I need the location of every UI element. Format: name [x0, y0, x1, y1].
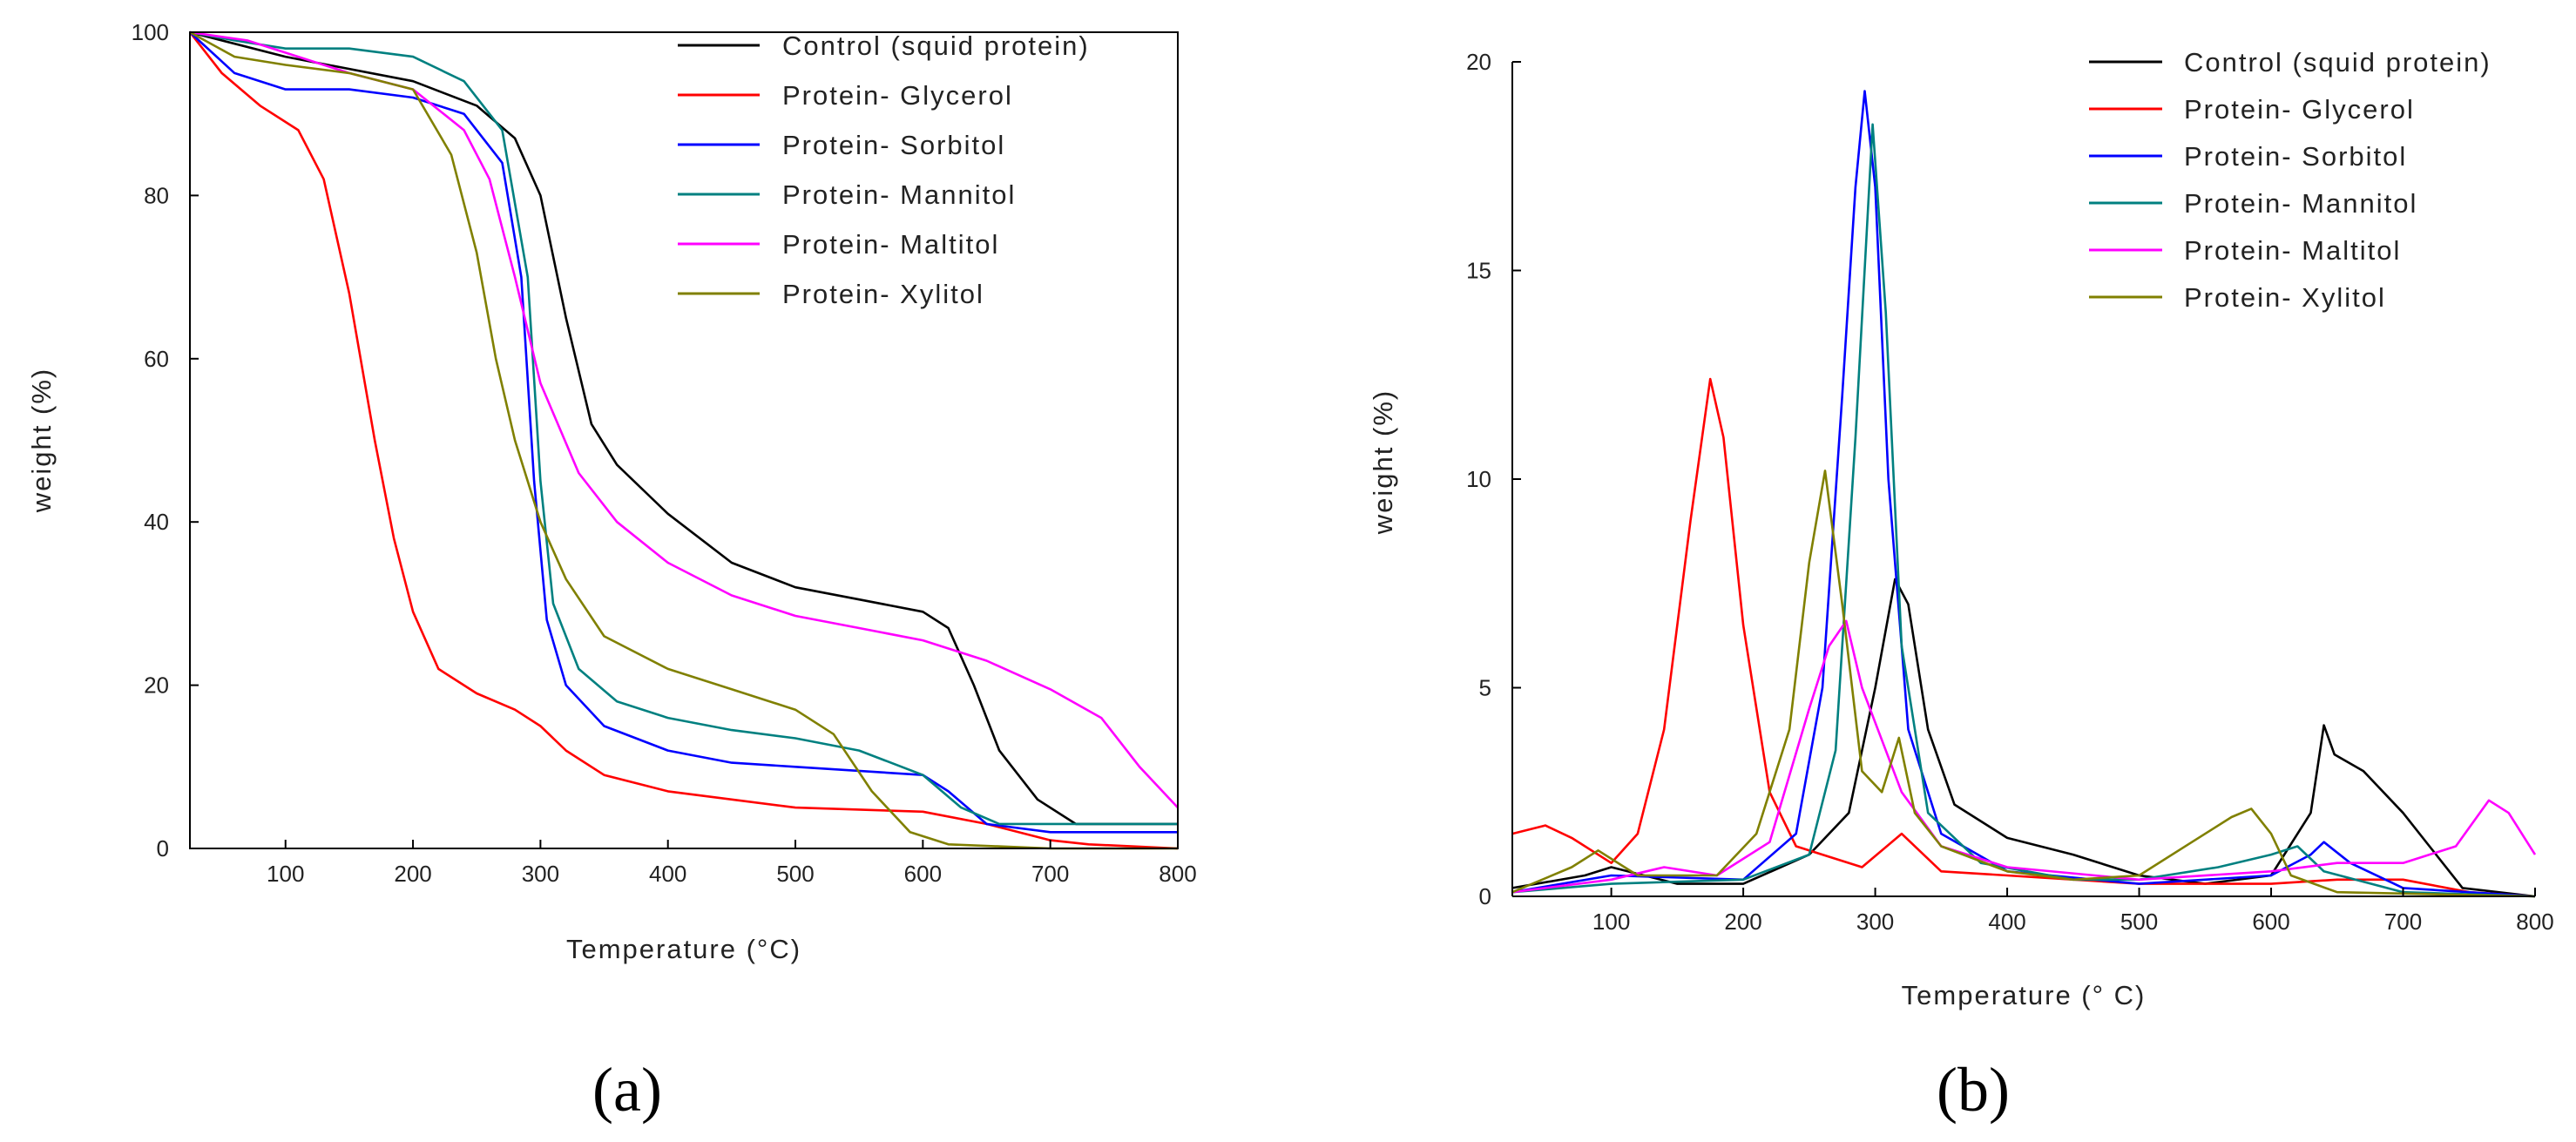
chart-b: 100 200 300 400 500 600 700 800 0 5 10 15 20 Tempera… [1368, 47, 2554, 1125]
y-axis-label-a: weight (%) [26, 368, 57, 513]
y-tick-label: 20 [144, 672, 169, 699]
legend-label: Protein- Mannitol [2184, 188, 2417, 219]
panel-label-a: (a) [592, 1055, 662, 1125]
legend-label: Control (squid protein) [2184, 47, 2491, 78]
x-tick-label: 600 [904, 861, 942, 887]
ticks-a: 100 200 300 400 500 600 700 800 0 20 40 60 80 100 [132, 19, 1197, 887]
x-tick-label: 300 [522, 861, 559, 887]
y-tick-label: 10 [1466, 466, 1491, 492]
plot-frame-a [189, 31, 1179, 849]
panel-label-b: (b) [1937, 1055, 2010, 1125]
x-tick-label: 300 [1856, 909, 1894, 935]
x-tick-label: 500 [2120, 909, 2158, 935]
series-line-control-squid-protein [189, 30, 1178, 826]
x-tick-label: 200 [1724, 909, 1761, 935]
x-axis-label-a: Temperature (°C) [566, 934, 801, 964]
legend-label: Protein- Glycerol [782, 80, 1013, 111]
legend-label: Protein- Glycerol [2184, 94, 2415, 125]
y-tick-label: 80 [144, 182, 169, 208]
legend-label: Protein- Mannitol [782, 179, 1016, 210]
x-tick-label: 400 [649, 861, 686, 887]
series-line-protein-glycerol [1511, 377, 2536, 898]
x-tick-label: 800 [1159, 861, 1196, 887]
series-line-protein-sorbitol [189, 31, 1178, 834]
y-tick-label: 40 [144, 509, 169, 535]
y-tick-label: 0 [157, 835, 169, 862]
y-tick-label: 5 [1479, 675, 1491, 701]
legend-label: Control (squid protein) [782, 30, 1090, 61]
series-line-protein-xylitol [1511, 470, 2536, 898]
legend-label: Protein- Maltitol [2184, 235, 2401, 266]
series-line-protein-sorbitol [1511, 90, 2536, 898]
legend-b: Control (squid protein) Protein- Glycerol… [2089, 47, 2491, 313]
y-tick-label: 20 [1466, 49, 1491, 75]
x-axis-label-b: Temperature (° C) [1902, 980, 2147, 1010]
legend-label: Protein- Maltitol [782, 229, 999, 260]
y-tick-label: 100 [132, 19, 169, 45]
y-tick-label: 0 [1479, 883, 1491, 909]
legend-a: Control (squid protein) Protein- Glycerol… [678, 30, 1090, 309]
legend-label: Protein- Sorbitol [2184, 141, 2407, 172]
x-tick-label: 100 [267, 861, 304, 887]
legend-label: Protein- Xylitol [2184, 282, 2386, 313]
ticks-b: 100 200 300 400 500 600 700 800 0 5 10 15 20 [1466, 49, 2554, 935]
legend-label: Protein- Sorbitol [782, 130, 1005, 160]
legend-label: Protein- Xylitol [782, 279, 984, 309]
y-axis-label-b: weight (%) [1368, 389, 1398, 535]
series-line-protein-mannitol [1511, 123, 2536, 898]
series-line-protein-maltitol [189, 30, 1179, 808]
x-tick-label: 600 [2252, 909, 2289, 935]
x-tick-label: 100 [1592, 909, 1630, 935]
series-line-protein-glycerol [188, 31, 1179, 850]
plot-lines-a [188, 30, 1179, 850]
chart-a: 100 200 300 400 500 600 700 800 0 20 40 60 80 100 Tem… [26, 19, 1197, 1125]
y-tick-label: 15 [1466, 258, 1491, 284]
series-line-protein-mannitol [189, 30, 1178, 826]
x-tick-label: 200 [394, 861, 431, 887]
series-line-protein-maltitol [1511, 619, 2537, 894]
series-line-control-squid-protein [1511, 578, 2536, 898]
plot-lines-b [1511, 90, 2537, 898]
x-tick-label: 400 [1988, 909, 2025, 935]
y-tick-label: 60 [144, 346, 169, 372]
series-line-protein-xylitol [189, 30, 1178, 850]
x-tick-label: 800 [2516, 909, 2553, 935]
x-tick-label: 500 [776, 861, 814, 887]
x-tick-label: 700 [2384, 909, 2422, 935]
x-tick-label: 700 [1031, 861, 1069, 887]
